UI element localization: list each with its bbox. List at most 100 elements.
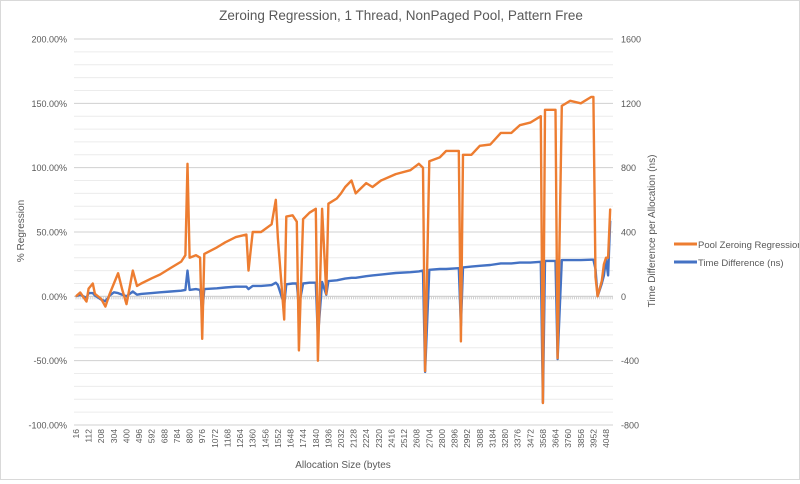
x-tick-label: 2224 — [361, 429, 371, 448]
data-point — [308, 282, 311, 284]
data-point — [308, 212, 311, 214]
data-point — [344, 278, 346, 280]
data-point — [195, 254, 197, 256]
data-point — [275, 199, 277, 201]
data-point — [479, 265, 481, 267]
data-point — [601, 280, 603, 282]
data-point — [104, 300, 107, 302]
data-point — [260, 231, 262, 233]
y-tick-label: -100.00% — [28, 421, 67, 431]
data-point — [350, 277, 353, 279]
x-tick-label: 2128 — [349, 429, 359, 448]
data-point — [409, 271, 412, 273]
data-point — [594, 276, 597, 278]
data-point — [458, 150, 460, 152]
data-point — [445, 150, 447, 152]
data-point — [607, 274, 609, 277]
data-point — [365, 275, 367, 277]
data-point — [117, 272, 119, 274]
x-tick-label: 784 — [172, 429, 182, 443]
data-point — [489, 264, 491, 266]
data-point — [470, 265, 472, 268]
data-point — [317, 360, 319, 362]
chart-title: Zeroing Regression, 1 Thread, NonPaged P… — [219, 8, 583, 23]
data-point — [186, 270, 189, 272]
x-tick-label: 688 — [159, 429, 169, 443]
data-point — [529, 261, 531, 264]
y-tick-label: 0.00% — [41, 292, 67, 302]
data-point — [605, 257, 607, 259]
data-point — [519, 124, 521, 126]
x-tick-label: 3088 — [475, 429, 485, 448]
data-point — [94, 293, 96, 295]
data-point — [561, 259, 563, 261]
x-tick-label: 1072 — [210, 429, 220, 448]
legend-label: Time Difference (ns) — [698, 258, 784, 269]
data-point — [216, 287, 218, 289]
data-point — [321, 281, 323, 283]
data-point — [395, 272, 397, 274]
data-point — [395, 173, 397, 175]
data-point — [252, 285, 254, 287]
data-point — [277, 237, 279, 240]
data-point — [540, 115, 542, 117]
data-point — [424, 370, 426, 372]
data-point — [180, 260, 182, 263]
x-tick-label: 2608 — [412, 429, 422, 448]
data-point — [252, 231, 254, 233]
legend-item-pool-zeroing[interactable]: Pool Zeroing Regression — [674, 240, 800, 251]
data-point — [302, 282, 304, 285]
data-point — [569, 100, 571, 102]
data-point — [510, 132, 512, 134]
x-tick-label: 3184 — [487, 429, 497, 448]
data-point — [186, 163, 189, 165]
data-point — [117, 292, 119, 294]
data-point — [260, 285, 262, 287]
y2-axis-title: Time Difference per Allocation (ns) — [647, 155, 658, 308]
data-point — [132, 270, 134, 272]
x-tick-label: 1744 — [298, 429, 308, 448]
data-point — [92, 282, 94, 285]
legend: Pool Zeroing Regression Time Difference … — [674, 240, 800, 269]
data-point — [500, 262, 502, 264]
data-point — [125, 303, 128, 305]
data-point — [184, 254, 186, 256]
data-point — [275, 282, 277, 284]
series-line-pool-zeroing-regression — [75, 95, 612, 405]
data-point — [355, 192, 357, 194]
data-point — [557, 357, 559, 359]
y2-tick-label: 1600 — [621, 35, 641, 45]
gridlines — [74, 38, 613, 426]
data-point — [132, 290, 134, 293]
data-point — [283, 318, 285, 321]
data-point — [479, 145, 481, 147]
data-point — [140, 293, 142, 295]
data-point — [470, 154, 472, 156]
data-point — [79, 291, 81, 294]
data-point — [590, 96, 592, 98]
data-point — [327, 280, 329, 282]
data-point — [170, 267, 172, 269]
data-point — [596, 295, 599, 297]
data-point — [113, 291, 115, 293]
data-point — [422, 167, 424, 169]
data-point — [184, 289, 186, 291]
x-tick-label: 2896 — [450, 429, 460, 448]
data-point — [380, 274, 382, 276]
data-point — [285, 215, 287, 218]
data-point — [371, 186, 374, 188]
data-point — [607, 257, 609, 259]
data-point — [315, 208, 317, 210]
data-point — [85, 300, 88, 303]
data-point — [270, 284, 273, 286]
y-tick-label: 50.00% — [36, 228, 67, 238]
data-point — [462, 154, 464, 156]
data-point — [418, 270, 420, 273]
data-point — [529, 122, 531, 124]
data-point — [371, 274, 374, 277]
data-point — [277, 284, 279, 286]
data-point — [409, 169, 412, 171]
legend-item-time-difference[interactable]: Time Difference (ns) — [674, 258, 784, 269]
data-point — [247, 270, 250, 272]
data-point — [302, 218, 304, 220]
